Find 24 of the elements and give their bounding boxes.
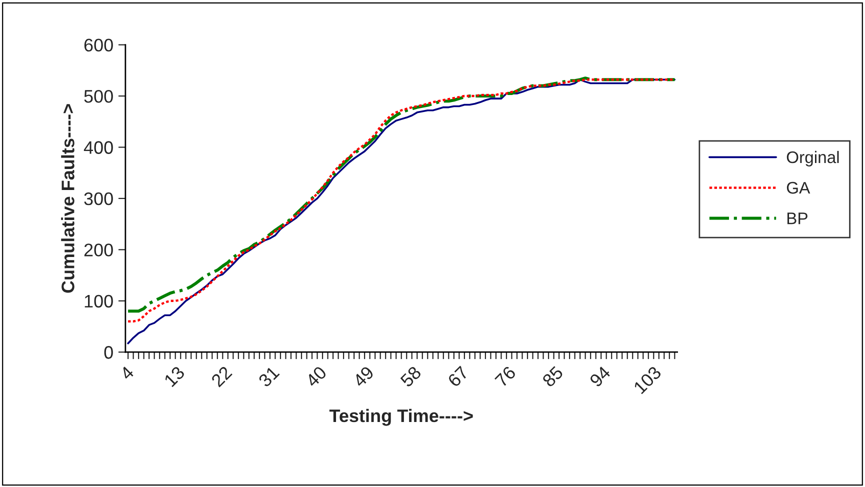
y-axis-title: Cumulative Faults----> xyxy=(61,104,74,293)
x-tick-label: 13 xyxy=(164,366,186,388)
y-tick-label: 300 xyxy=(84,192,113,206)
x-tick-label: 49 xyxy=(352,366,374,388)
x-tick-label: 58 xyxy=(400,365,422,388)
x-tick-label: 85 xyxy=(542,365,564,388)
y-tick-label: 400 xyxy=(84,141,113,154)
y-tick-label: 0 xyxy=(104,346,113,359)
x-tick-label: 94 xyxy=(588,365,612,388)
legend-label: GA xyxy=(786,182,810,194)
y-tick-label: 600 xyxy=(84,38,113,52)
legend-label: Orginal xyxy=(786,150,839,166)
x-tick-label: 40 xyxy=(304,365,328,388)
x-tick-label: 103 xyxy=(633,365,662,394)
x-tick-label: 4 xyxy=(119,365,135,381)
x-tick-label: 31 xyxy=(258,366,280,388)
y-tick-label: 500 xyxy=(84,90,113,103)
x-tick-label: 76 xyxy=(494,366,516,388)
legend-label: BP xyxy=(787,212,808,224)
x-tick-label: 67 xyxy=(447,366,470,388)
y-tick-label: 200 xyxy=(84,244,113,256)
y-tick-label: 100 xyxy=(84,294,113,308)
x-tick-label: 22 xyxy=(210,366,232,388)
x-axis-title: Testing Time----> xyxy=(329,408,473,426)
